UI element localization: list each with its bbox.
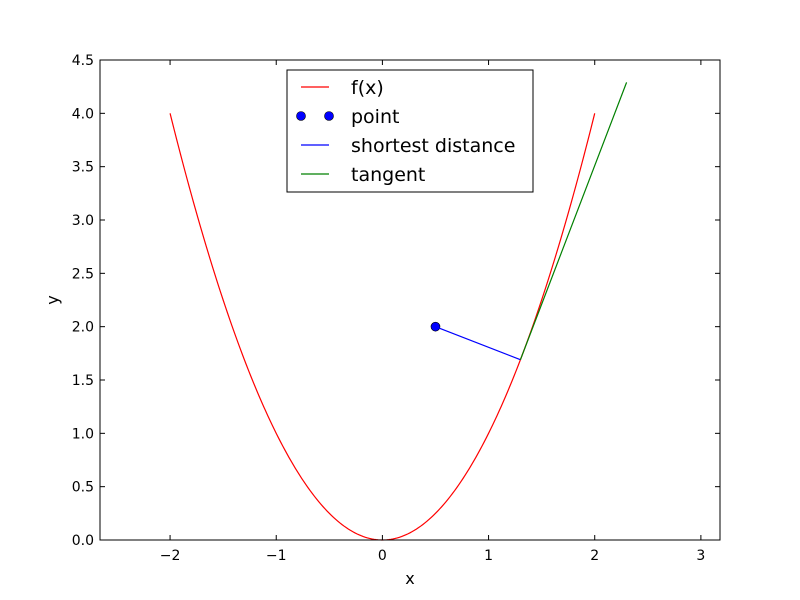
- legend-marker: [296, 111, 306, 121]
- y-tick-label: 0.5: [72, 480, 94, 496]
- x-axis-label: x: [405, 569, 414, 588]
- series-shortest-distance-line: [435, 326, 521, 361]
- y-tick-label: 1.5: [72, 373, 94, 389]
- y-tick-label: 2.5: [72, 266, 94, 282]
- x-tick-label: 3: [696, 548, 705, 564]
- x-tick-label: 2: [590, 548, 599, 564]
- x-tick-label: −2: [160, 548, 181, 564]
- legend-box: [286, 69, 534, 193]
- y-tick-label: 1.0: [72, 426, 94, 442]
- series-point-marker: [430, 321, 441, 332]
- legend-label: shortest distance: [351, 135, 515, 157]
- legend-label: tangent: [351, 164, 425, 186]
- legend: f(x) point shortest distance tangent: [286, 69, 534, 193]
- x-tick-label: −1: [266, 548, 287, 564]
- legend-label: point: [351, 106, 399, 128]
- y-tick-label: 4.0: [72, 106, 94, 122]
- y-tick-label: 4.5: [72, 53, 94, 69]
- legend-marker: [324, 111, 334, 121]
- y-tick-label: 0.0: [72, 533, 94, 549]
- series-tangent-line: [519, 82, 628, 360]
- axes-frame: [99, 59, 721, 541]
- legend-label: f(x): [351, 77, 384, 99]
- y-tick-label: 2.0: [72, 320, 94, 336]
- y-axis-label: y: [43, 295, 62, 304]
- x-tick-label: 1: [484, 548, 493, 564]
- x-tick-label: 0: [378, 548, 387, 564]
- y-tick-label: 3.0: [72, 213, 94, 229]
- y-tick-label: 3.5: [72, 160, 94, 176]
